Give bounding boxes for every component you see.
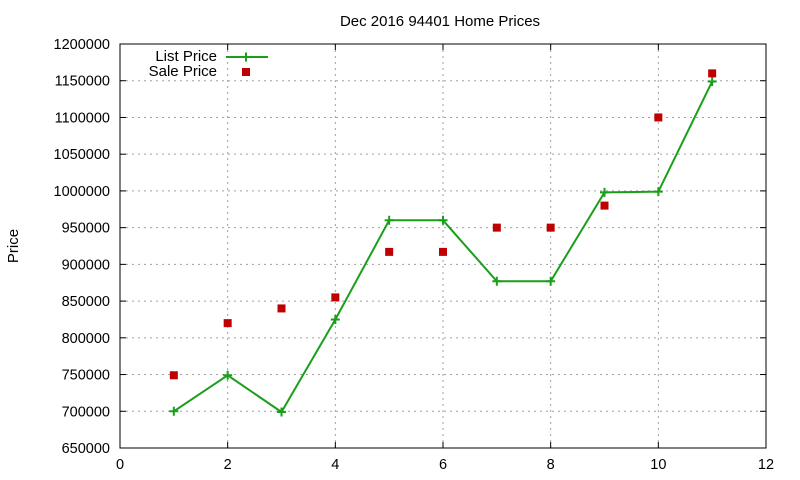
legend-marker-sale-price (242, 68, 250, 76)
axis-ticks (120, 44, 766, 448)
legend-label-list-price: List Price (155, 48, 217, 65)
list-price-point (546, 276, 556, 286)
sale-price-point (331, 293, 340, 302)
x-tick-label: 4 (331, 457, 339, 473)
x-tick-label: 6 (439, 457, 447, 473)
y-tick-label: 1100000 (55, 110, 110, 126)
x-tick-label: 10 (650, 457, 666, 473)
y-tick-labels: 650000 700000 750000 800000 850000 900000 9500… (54, 37, 110, 457)
sale-price-point (439, 247, 447, 256)
sale-price-point (546, 223, 555, 232)
y-tick-label: 1050000 (54, 147, 110, 163)
x-tick-labels: 0 2 4 6 8 10 12 (116, 457, 774, 473)
y-tick-label: 950000 (62, 221, 110, 237)
sale-price-point (277, 304, 286, 313)
sale-price-point (708, 69, 717, 78)
sale-price-point (223, 319, 232, 328)
y-tick-label: 800000 (62, 331, 110, 347)
legend-label-sale-price: Sale Price (149, 63, 217, 80)
x-tick-label: 2 (224, 457, 232, 473)
grid-lines (120, 44, 766, 448)
list-price-point (169, 406, 179, 416)
y-tick-label: 700000 (62, 404, 110, 420)
y-tick-label: 900000 (62, 257, 110, 273)
list-price-point (492, 276, 502, 286)
chart-title: Dec 2016 94401 Home Prices (340, 13, 540, 30)
x-tick-label: 0 (116, 457, 124, 473)
series-layer (169, 69, 717, 417)
y-tick-label: 850000 (62, 294, 110, 310)
y-tick-label: 1150000 (55, 74, 110, 90)
list-price-point (653, 187, 663, 197)
sale-price-point (169, 371, 178, 380)
sale-price-point (600, 201, 609, 210)
y-tick-label: 750000 (62, 368, 110, 384)
list-price-point (277, 407, 286, 417)
y-tick-label: 650000 (62, 441, 110, 457)
sale-price-point (654, 113, 663, 122)
legend-marker-list-price (241, 52, 251, 62)
list-price-point (223, 370, 233, 380)
y-tick-label: 1200000 (54, 37, 110, 53)
list-price-point (707, 76, 717, 86)
sale-price-point (492, 223, 501, 232)
x-tick-label: 12 (758, 457, 774, 473)
y-axis-label: Price (5, 229, 22, 263)
list-price-point (330, 314, 340, 324)
y-tick-label: 1000000 (54, 184, 110, 200)
legend: List Price Sale Price (149, 48, 268, 80)
x-tick-label: 8 (547, 457, 555, 473)
list-price-point (600, 187, 609, 197)
list-price-point (438, 215, 448, 225)
list-price-point (384, 215, 394, 225)
sale-price-point (385, 247, 394, 256)
